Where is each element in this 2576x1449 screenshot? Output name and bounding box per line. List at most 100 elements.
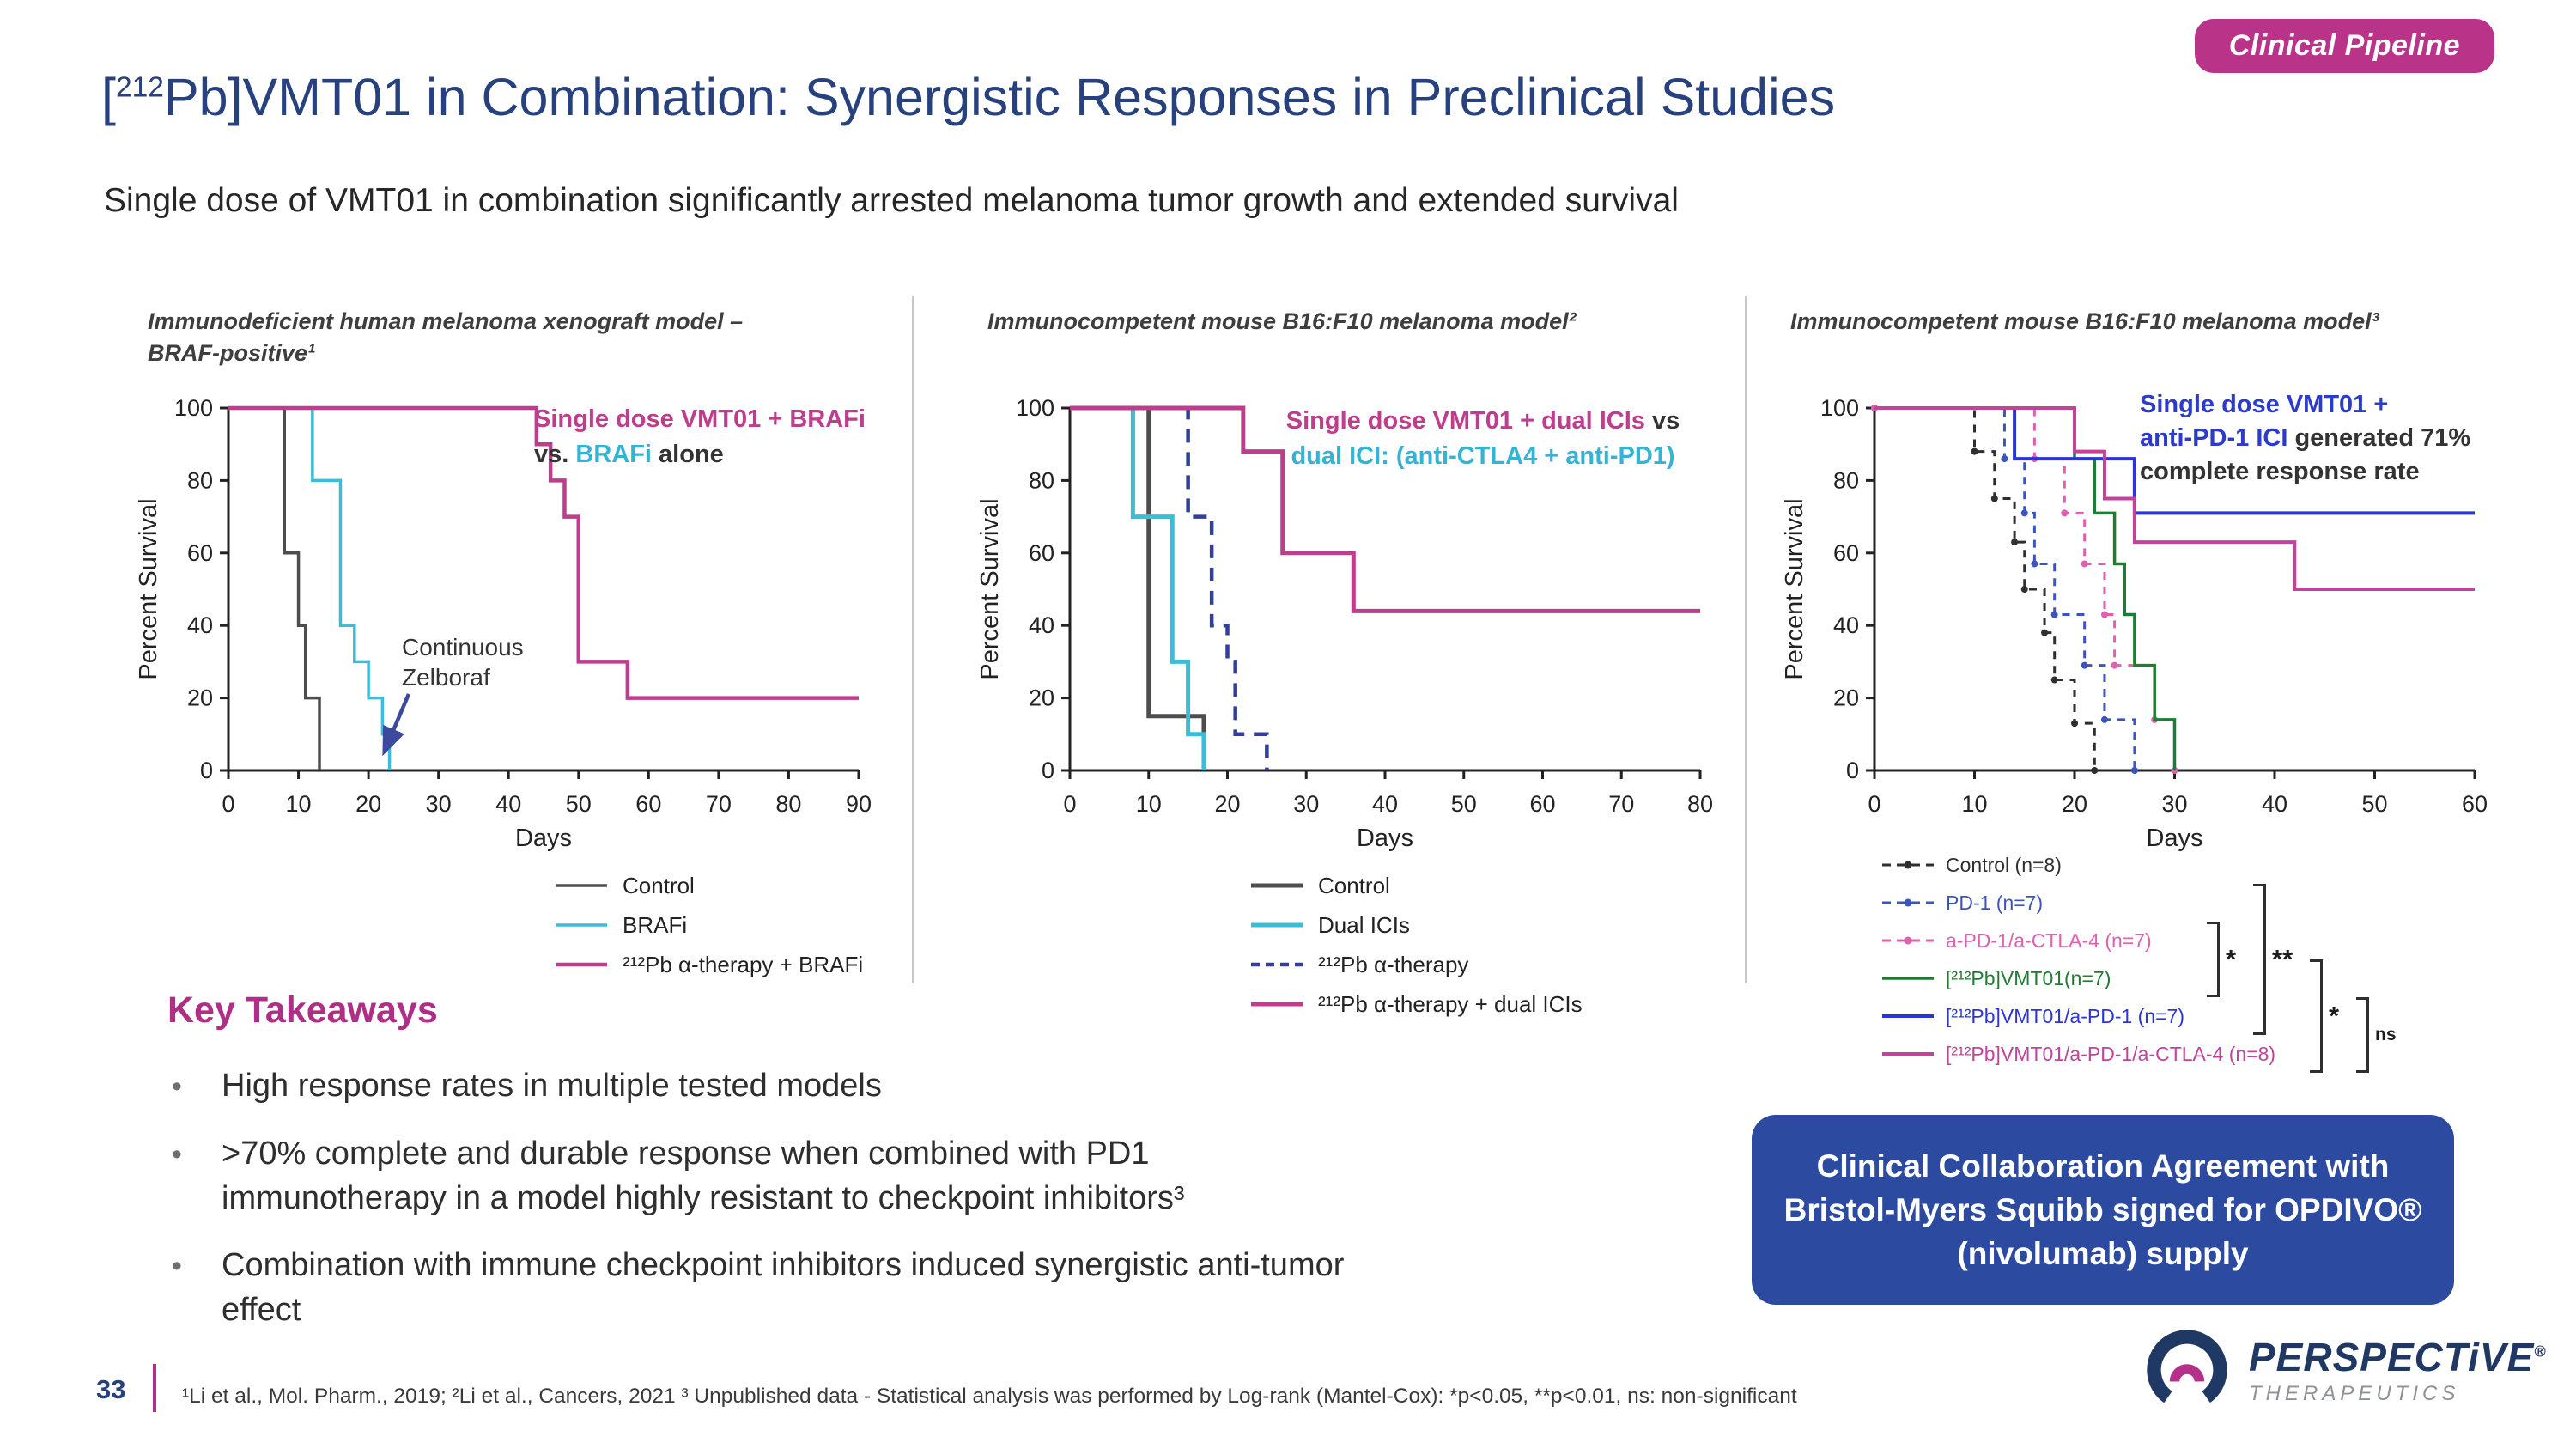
svg-text:0: 0 [1063,791,1076,817]
footer-divider-bar [153,1364,156,1412]
significance-bracket-4: ns [2356,997,2397,1073]
legend-line-sample [1882,861,1934,869]
legend-label: Control [1318,872,1390,898]
significance-bracket-2: ** [2253,884,2293,1035]
legend-label: ²¹²Pb α-therapy + BRAFi [623,951,864,977]
svg-text:Days: Days [1357,825,1413,852]
legend-line-sample [1882,936,1934,945]
panel2-annotation-line2: dual ICI: (anti-CTLA4 + anti-PD1) [1291,442,1675,470]
svg-text:60: 60 [1529,791,1555,817]
svg-text:0: 0 [1868,791,1880,817]
legend-line-sample [556,884,607,887]
logo-text: PERSPECTiVE® THERAPEUTICS [2249,1334,2547,1406]
panel2-annotation-line1: Single dose VMT01 + dual ICIs [1285,407,1645,435]
legend-line-sample [1882,1052,1934,1056]
legend-item: [²¹²Pb]VMT01/a-PD-1/a-CTLA-4 (n=8) [1880,1035,2275,1073]
panel1-annotation: Single dose VMT01 + BRAFi vs. BRAFi alon… [534,402,866,472]
legend-label: ²¹²Pb α-therapy + dual ICIs [1318,990,1583,1017]
takeaway-item: >70% complete and durable response when … [172,1131,1709,1221]
legend-chart2: Control Dual ICIs ²¹²Pb α-therapy ²¹²Pb α-t… [1249,866,1583,1024]
svg-text:60: 60 [1833,540,1859,566]
takeaway-text-3: Combination with immune checkpoint inhib… [222,1247,1345,1328]
legend-item: Control (n=8) [1880,846,2275,884]
panel1-title: Immunodeficient human melanoma xenograft… [148,308,744,366]
panel1-annotation-line1: Single dose VMT01 + BRAFi [534,405,866,433]
legend-item: ²¹²Pb α-therapy [1249,945,1583,984]
svg-text:10: 10 [286,791,312,817]
svg-text:20: 20 [1214,791,1240,817]
svg-text:0: 0 [1042,758,1054,783]
svg-text:100: 100 [174,395,213,421]
legend-label: Control (n=8) [1946,853,2062,876]
legend-chart3: Control (n=8) PD-1 (n=7) a-PD-1/a-CTLA-4 (… [1880,846,2275,1073]
panel2-title: Immunocompetent mouse B16:F10 melanoma m… [987,308,1577,334]
svg-text:100: 100 [1016,395,1054,421]
panel1-annotation-brafi: BRAFi [575,441,652,468]
svg-text:Percent Survival: Percent Survival [135,498,162,679]
legend-label: ²¹²Pb α-therapy [1318,951,1469,977]
panel-divider-2 [1745,296,1747,983]
perspective-logo: PERSPECTiVE® THERAPEUTICS [2142,1325,2547,1415]
legend-item: [²¹²Pb]VMT01/a-PD-1 (n=7) [1880,997,2275,1035]
svg-text:20: 20 [1833,685,1859,711]
key-takeaways-heading: Key Takeaways [167,989,438,1031]
takeaway-text-1: High response rates in multiple tested m… [222,1068,882,1104]
significance-label-2: ** [2272,944,2293,974]
survival-chart-xenograft: 0 10 20 30 40 50 60 70 80 90 0 20 40 60 80 100 Days Perce… [135,395,872,852]
legend-line-sample [556,923,607,927]
svg-text:90: 90 [846,791,872,817]
legend-label: [²¹²Pb]VMT01/a-PD-1 (n=7) [1946,1004,2184,1027]
survival-chart-dual-ici: 0 10 20 30 40 50 60 70 80 0 20 40 60 80 100 Days Percent… [976,395,1713,852]
legend-label: PD-1 (n=7) [1946,891,2044,914]
logo-subtitle: THERAPEUTICS [2249,1382,2460,1405]
svg-text:40: 40 [1372,791,1398,817]
legend-label: Dual ICIs [1318,911,1410,938]
legend-line-sample [1882,977,1934,980]
logo-registered-mark: ® [2534,1342,2547,1361]
takeaway-item: Combination with immune checkpoint inhib… [172,1243,1709,1332]
svg-text:30: 30 [426,791,452,817]
svg-text:80: 80 [775,791,801,817]
title-superscript: 212 [115,71,164,104]
significance-label-1: * [2226,944,2237,974]
panel3-annotation-line1: Single dose VMT01 + [2140,391,2389,418]
svg-text:10: 10 [1136,791,1162,817]
panel2-annotation: Single dose VMT01 + dual ICIs vs dual IC… [1255,404,1710,474]
panel3-annotation-line3: complete response rate [2140,458,2420,485]
title-text: Pb]VMT01 in Combination: Synergistic Res… [163,68,1836,126]
panel3-annotation-line2-dark: generated 71% [2287,424,2471,452]
legend-label: a-PD-1/a-CTLA-4 (n=7) [1946,928,2152,952]
significance-label-4: ns [2375,1025,2397,1044]
svg-text:60: 60 [2462,791,2488,817]
takeaway-text-2: >70% complete and durable response when … [222,1135,1185,1216]
bullet-icon [172,1063,222,1109]
svg-text:Percent Survival: Percent Survival [976,498,1004,679]
title-bracket: [ [101,68,116,126]
panel3-annotation: Single dose VMT01 + anti-PD-1 ICI genera… [2140,388,2470,489]
panel-divider-1 [912,296,914,983]
key-takeaways-list: High response rates in multiple tested m… [172,1063,1709,1355]
svg-text:Percent Survival: Percent Survival [1781,498,1808,679]
svg-text:0: 0 [222,791,234,817]
svg-text:60: 60 [635,791,661,817]
legend-item: ²¹²Pb α-therapy + dual ICIs [1249,984,1583,1024]
page-title: [212Pb]VMT01 in Combination: Synergistic… [101,67,1835,127]
panel3-title: Immunocompetent mouse B16:F10 melanoma m… [1790,308,2379,334]
logo-brand: PERSPECTiVE® [2249,1334,2547,1380]
svg-text:Days: Days [515,825,572,852]
svg-text:40: 40 [2262,791,2287,817]
legend-label: BRAFi [623,911,688,938]
svg-text:50: 50 [1451,791,1477,817]
svg-text:70: 70 [1608,791,1634,817]
legend-line-sample [1251,1002,1303,1007]
legend-item: Control [1249,866,1583,905]
svg-text:Days: Days [2146,825,2202,852]
page-subtitle: Single dose of VMT01 in combination sign… [104,182,1679,219]
takeaway-item: High response rates in multiple tested m… [172,1063,1709,1109]
bullet-icon [172,1243,222,1332]
survival-chart-pd1: 0 10 20 30 40 50 60 0 20 40 60 80 100 Days Percent Sur… [1781,395,2488,852]
legend-item: Control [554,866,863,905]
svg-text:80: 80 [1029,467,1054,493]
svg-text:0: 0 [1846,758,1859,783]
zelboraf-note: Continuous Zelboraf [402,634,524,691]
